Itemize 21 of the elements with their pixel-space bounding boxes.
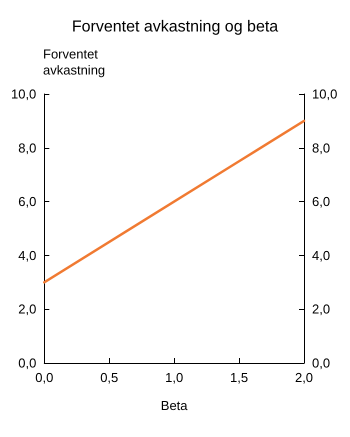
x-tick-label: 0,0 <box>35 370 54 385</box>
chart-title: Forventet avkastning og beta <box>72 18 278 36</box>
y2-tick-label: 0,0 <box>312 356 330 370</box>
y-tick-label: 8,0 <box>18 140 36 156</box>
line-series <box>43 120 306 284</box>
y-tick-label: 0,0 <box>18 356 36 370</box>
y2-tick-label: 6,0 <box>312 194 330 210</box>
y-tick-label: 2,0 <box>18 302 36 317</box>
y-tick-label: 4,0 <box>18 248 36 263</box>
x-tick-label: 0,5 <box>100 370 118 385</box>
x-tick-label: 1,0 <box>165 370 184 385</box>
y-axis-title: Forventet avkastning <box>43 46 106 78</box>
y2-tick-label: 4,0 <box>312 248 330 263</box>
y2-tick-label: 8,0 <box>312 140 330 156</box>
y-tick-label: 6,0 <box>18 194 36 210</box>
y2-tick-label: 10,0 <box>312 86 338 102</box>
x-tick-label: 2,0 <box>294 370 314 385</box>
x-tick-label: 1,5 <box>230 370 248 385</box>
y2-tick-label: 2,0 <box>312 302 330 317</box>
x-axis-title: Beta <box>160 398 188 413</box>
y-tick-label: 10,0 <box>10 86 36 102</box>
